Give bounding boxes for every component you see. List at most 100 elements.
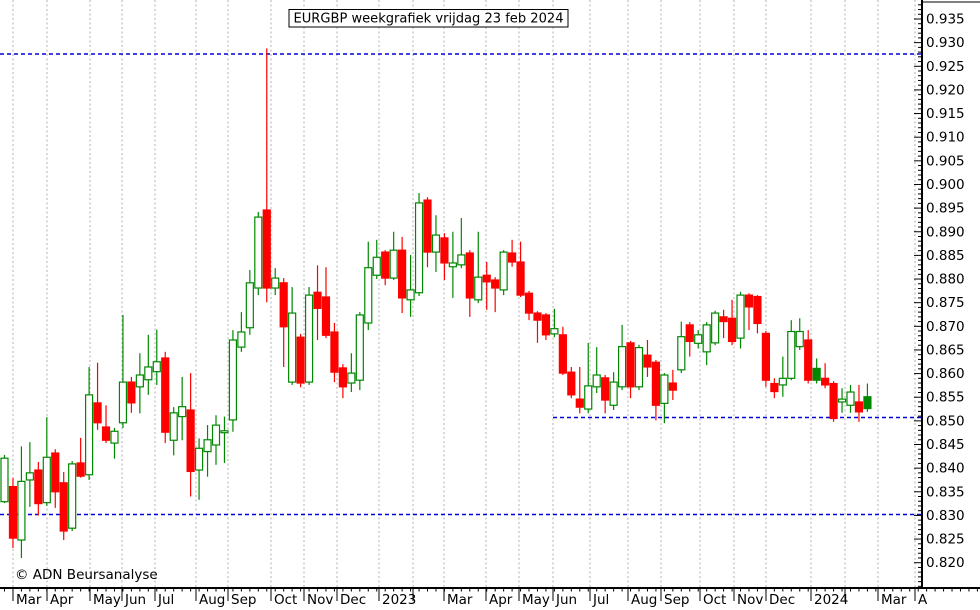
candle [398, 236, 407, 314]
price-tick-label: 0.830 [926, 508, 965, 524]
month-label: May [93, 592, 121, 608]
candle [584, 342, 593, 414]
price-tick-label: 0.870 [926, 319, 965, 335]
candle-body [431, 234, 441, 253]
candle [516, 241, 525, 297]
candle [118, 314, 128, 428]
candle [634, 344, 644, 391]
candle-body [144, 366, 153, 381]
price-tick-label: 0.930 [926, 35, 965, 51]
candle-body [508, 252, 517, 263]
candle [135, 353, 144, 414]
candle-body [567, 371, 576, 396]
candle-body [220, 430, 229, 434]
candle-body [372, 256, 381, 276]
candle-body [846, 391, 855, 406]
candle-body [118, 381, 128, 424]
candle [321, 267, 331, 339]
candle [719, 309, 728, 339]
candle [821, 363, 830, 389]
candle [364, 241, 373, 331]
price-tick-label: 0.935 [926, 12, 965, 28]
candle [211, 415, 221, 465]
candle [17, 446, 26, 558]
candles [0, 48, 872, 558]
candle-body [448, 262, 457, 268]
candle-body [753, 295, 762, 325]
candle-body [601, 377, 610, 401]
candle-body [499, 251, 508, 291]
candle [609, 372, 618, 410]
candle-body [651, 361, 661, 406]
candle-body [245, 282, 254, 329]
candle [601, 375, 610, 414]
candle-body [110, 430, 119, 444]
candle-body [135, 374, 144, 388]
candle [144, 334, 153, 395]
candle-body [584, 385, 593, 410]
candle [448, 231, 457, 298]
candle-body [533, 312, 542, 321]
price-tick-label: 0.880 [926, 272, 965, 288]
candle-body [406, 289, 415, 301]
candle-body [169, 412, 178, 441]
candle-body [778, 377, 787, 386]
candle [482, 262, 491, 310]
candle-body [423, 199, 432, 253]
candle-body [127, 381, 136, 404]
candle [508, 239, 517, 267]
candle [702, 322, 711, 366]
time-axis: Mar Apr May Jun Jul Aug Sep Oct Nov Dec 2023 Mar Apr… [0, 587, 980, 608]
candle [668, 369, 677, 401]
candle [812, 358, 821, 384]
candle-body [770, 382, 779, 393]
candle [787, 320, 796, 381]
candle-body [727, 317, 737, 343]
candle-body [440, 237, 449, 264]
price-tick-label: 0.925 [926, 59, 965, 75]
candle [795, 318, 804, 350]
price-tick-label: 0.875 [926, 295, 965, 311]
candle-body [313, 291, 322, 309]
price-tick-label: 0.855 [926, 390, 965, 406]
candle [465, 250, 474, 317]
candle [660, 373, 669, 424]
candle [288, 287, 297, 385]
candle [347, 353, 356, 393]
candle-body [42, 456, 51, 504]
candle-body [804, 339, 813, 381]
candle-body [194, 447, 204, 471]
candle-body [364, 267, 373, 324]
candle [93, 362, 102, 430]
candle [567, 366, 576, 399]
candle [837, 388, 847, 413]
candle-body [101, 426, 111, 441]
month-label: Nov [307, 592, 333, 608]
candle [727, 299, 737, 346]
vertical-gridlines [12, 0, 916, 588]
month-label: Jun [124, 592, 146, 608]
candle [313, 265, 322, 341]
candle [372, 239, 381, 280]
price-tick-label: 0.890 [926, 224, 965, 240]
candle-body [279, 282, 288, 328]
candle-body [575, 398, 584, 408]
candle [770, 378, 779, 399]
month-label: Mar [881, 592, 907, 608]
price-tick-label: 0.865 [926, 342, 965, 358]
candle-body [178, 406, 187, 418]
candle-body [211, 424, 221, 446]
candle-body [8, 485, 18, 539]
candle [524, 290, 534, 321]
candle [457, 218, 466, 269]
candle [279, 278, 288, 367]
candle [8, 478, 18, 549]
candle [186, 373, 195, 497]
candle [778, 356, 787, 397]
candle-body [550, 328, 559, 335]
candle [592, 347, 601, 393]
candle [127, 376, 136, 413]
candle-body [68, 463, 77, 529]
candle-body [863, 396, 872, 410]
